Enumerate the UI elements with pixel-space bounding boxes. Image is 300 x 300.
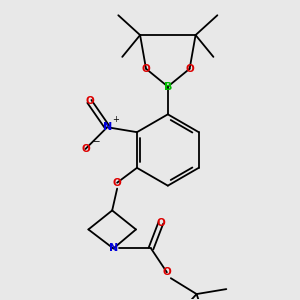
Text: O: O (85, 97, 94, 106)
Text: O: O (81, 144, 90, 154)
Text: −: − (92, 136, 99, 146)
Text: O: O (163, 267, 171, 277)
Text: O: O (185, 64, 194, 74)
Text: +: + (112, 115, 118, 124)
Text: N: N (103, 122, 112, 132)
Text: O: O (157, 218, 165, 228)
Text: B: B (164, 82, 172, 92)
Text: O: O (142, 64, 150, 74)
Text: O: O (113, 178, 122, 188)
Text: N: N (109, 244, 118, 254)
